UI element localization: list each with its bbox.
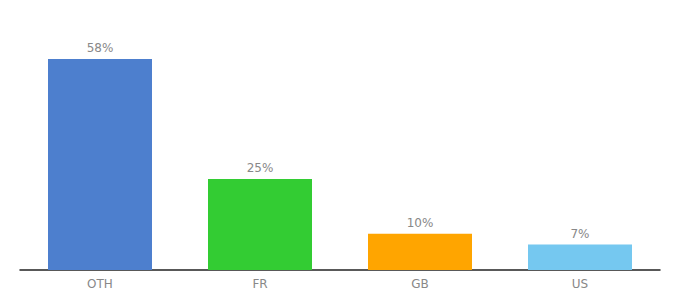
svg-text:US: US	[572, 277, 588, 291]
svg-text:OTH: OTH	[87, 277, 113, 291]
svg-text:FR: FR	[252, 277, 267, 291]
svg-text:7%: 7%	[570, 227, 589, 241]
svg-text:10%: 10%	[407, 216, 434, 230]
svg-text:58%: 58%	[87, 41, 114, 55]
svg-text:25%: 25%	[247, 161, 274, 175]
svg-text:GB: GB	[411, 277, 429, 291]
